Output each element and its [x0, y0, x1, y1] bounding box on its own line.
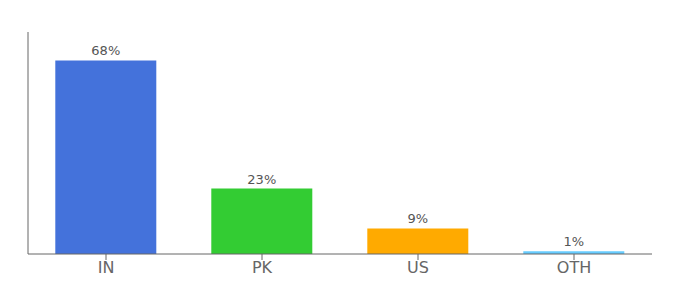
svg-text:PK: PK: [252, 258, 273, 277]
svg-text:68%: 68%: [91, 43, 120, 58]
svg-text:1%: 1%: [563, 234, 584, 249]
svg-text:23%: 23%: [247, 172, 276, 187]
svg-text:IN: IN: [98, 258, 115, 277]
svg-text:9%: 9%: [407, 211, 428, 226]
svg-text:US: US: [407, 258, 429, 277]
svg-text:OTH: OTH: [557, 258, 591, 277]
